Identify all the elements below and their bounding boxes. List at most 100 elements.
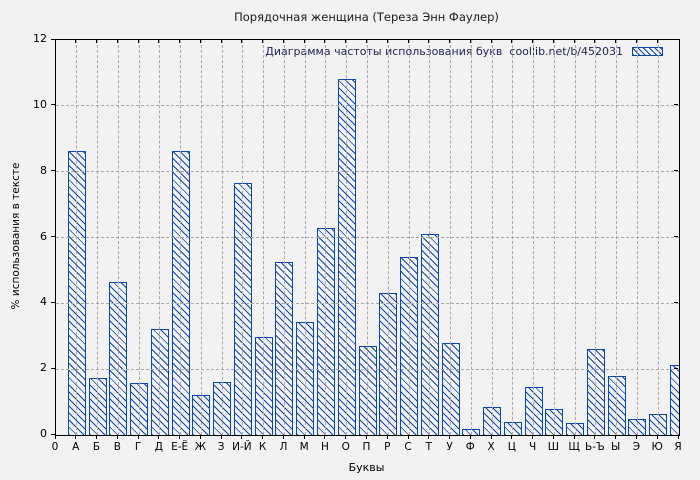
y-tick-left bbox=[51, 170, 55, 172]
x-tick-bottom bbox=[469, 435, 471, 439]
x-tick-bottom bbox=[573, 435, 575, 439]
x-tick-label: И-Й bbox=[232, 441, 252, 453]
x-tick-top bbox=[199, 40, 201, 43]
x-tick-top bbox=[407, 40, 409, 43]
x-tick-top bbox=[158, 40, 160, 43]
x-tick-bottom bbox=[199, 435, 201, 439]
x-tick-top bbox=[241, 40, 243, 43]
x-tick-bottom bbox=[594, 435, 596, 439]
x-tick-top bbox=[594, 40, 596, 43]
x-tick-label: Ы bbox=[611, 441, 621, 453]
y-tick-left bbox=[51, 367, 55, 369]
x-tick-label: Х bbox=[487, 441, 495, 453]
x-tick-top bbox=[116, 40, 118, 43]
y-tick-label: 4 bbox=[40, 295, 47, 309]
x-tick-label: Г bbox=[134, 441, 142, 453]
x-tick-label: Ь-Ъ bbox=[585, 441, 605, 453]
x-tick-top bbox=[179, 40, 181, 43]
x-tick-label: Э bbox=[632, 441, 641, 453]
v-gridline bbox=[346, 40, 348, 435]
x-tick-bottom bbox=[511, 435, 513, 439]
x-tick-label: Д bbox=[154, 441, 163, 453]
y-tick-right bbox=[674, 170, 678, 172]
x-tick-label-origin: 0 bbox=[51, 441, 59, 453]
x-tick-bottom bbox=[428, 435, 430, 439]
y-tick-left bbox=[51, 301, 55, 303]
x-tick-top bbox=[96, 40, 98, 43]
x-tick-top bbox=[615, 40, 617, 43]
x-tick-top bbox=[449, 40, 451, 43]
x-tick-label: Б bbox=[92, 441, 101, 453]
v-gridline bbox=[512, 40, 514, 435]
y-tick-label: 6 bbox=[40, 229, 47, 243]
x-tick-top bbox=[552, 40, 554, 43]
x-tick-label: М bbox=[299, 441, 309, 453]
x-tick-bottom bbox=[677, 435, 679, 439]
x-tick-label: Ц bbox=[507, 441, 516, 453]
x-tick-label: Ч bbox=[529, 441, 537, 453]
x-tick-bottom bbox=[96, 435, 98, 439]
v-gridline bbox=[138, 40, 140, 435]
v-gridline bbox=[304, 40, 306, 435]
chart-title: Порядочная женщина (Тереза Энн Фаулер) bbox=[234, 10, 499, 24]
x-tick-top bbox=[324, 40, 326, 43]
v-gridline bbox=[159, 40, 161, 435]
x-tick-label: К bbox=[258, 441, 267, 453]
x-tick-top bbox=[469, 40, 471, 43]
x-tick-label: Ж bbox=[194, 441, 207, 453]
x-tick-label: В bbox=[113, 441, 121, 453]
v-gridline bbox=[533, 40, 535, 435]
y-tick-left bbox=[51, 433, 55, 435]
x-tick-top bbox=[490, 40, 492, 43]
v-gridline bbox=[283, 40, 285, 435]
x-tick-label: О bbox=[341, 441, 350, 453]
x-tick-bottom bbox=[386, 435, 388, 439]
x-tick-bottom bbox=[220, 435, 222, 439]
x-tick-bottom bbox=[345, 435, 347, 439]
plot-area: Диаграмма частоты использования букв coo… bbox=[55, 39, 680, 436]
v-gridline bbox=[263, 40, 265, 435]
x-tick-bottom bbox=[449, 435, 451, 439]
y-tick-right bbox=[674, 367, 678, 369]
y-tick-right bbox=[674, 236, 678, 237]
x-tick-bottom bbox=[366, 435, 367, 439]
x-tick-label: Е-Ё bbox=[171, 441, 189, 453]
x-tick-bottom bbox=[75, 435, 77, 439]
x-tick-bottom bbox=[116, 435, 118, 439]
y-tick-label: 12 bbox=[33, 32, 47, 45]
y-tick-left bbox=[51, 104, 55, 106]
y-tick-label: 10 bbox=[33, 97, 47, 111]
y-tick-label: 2 bbox=[40, 361, 47, 375]
v-gridline bbox=[408, 40, 410, 435]
x-tick-bottom bbox=[241, 435, 243, 439]
x-tick-bottom bbox=[656, 435, 658, 439]
x-tick-bottom bbox=[324, 435, 326, 439]
v-gridline bbox=[491, 40, 493, 435]
x-tick-top bbox=[532, 40, 534, 43]
bar-Я bbox=[670, 365, 679, 435]
x-tick-label: Щ bbox=[568, 441, 580, 453]
legend-label: Диаграмма частоты использования букв coo… bbox=[265, 44, 623, 58]
x-tick-bottom bbox=[615, 435, 617, 439]
x-tick-bottom bbox=[552, 435, 554, 439]
x-tick-label: Т bbox=[425, 441, 432, 453]
x-tick-label: Л bbox=[279, 441, 288, 453]
x-tick-bottom bbox=[54, 435, 56, 439]
x-tick-label: З bbox=[217, 441, 225, 453]
v-gridline bbox=[76, 40, 78, 435]
v-gridline bbox=[450, 40, 452, 435]
v-gridline bbox=[117, 40, 119, 435]
x-tick-top bbox=[635, 40, 637, 43]
x-tick-label: А bbox=[72, 441, 80, 453]
x-tick-label: Ф bbox=[465, 441, 475, 453]
x-tick-label: П bbox=[362, 441, 371, 453]
x-tick-label: Ю bbox=[651, 441, 663, 453]
x-tick-top bbox=[220, 40, 222, 43]
x-tick-bottom bbox=[490, 435, 492, 439]
x-axis-title: Буквы bbox=[348, 461, 385, 474]
x-tick-top bbox=[366, 40, 367, 43]
y-tick-label: 0 bbox=[40, 427, 47, 440]
legend: Диаграмма частоты использования букв coo… bbox=[265, 43, 663, 59]
x-tick-top bbox=[428, 40, 430, 43]
